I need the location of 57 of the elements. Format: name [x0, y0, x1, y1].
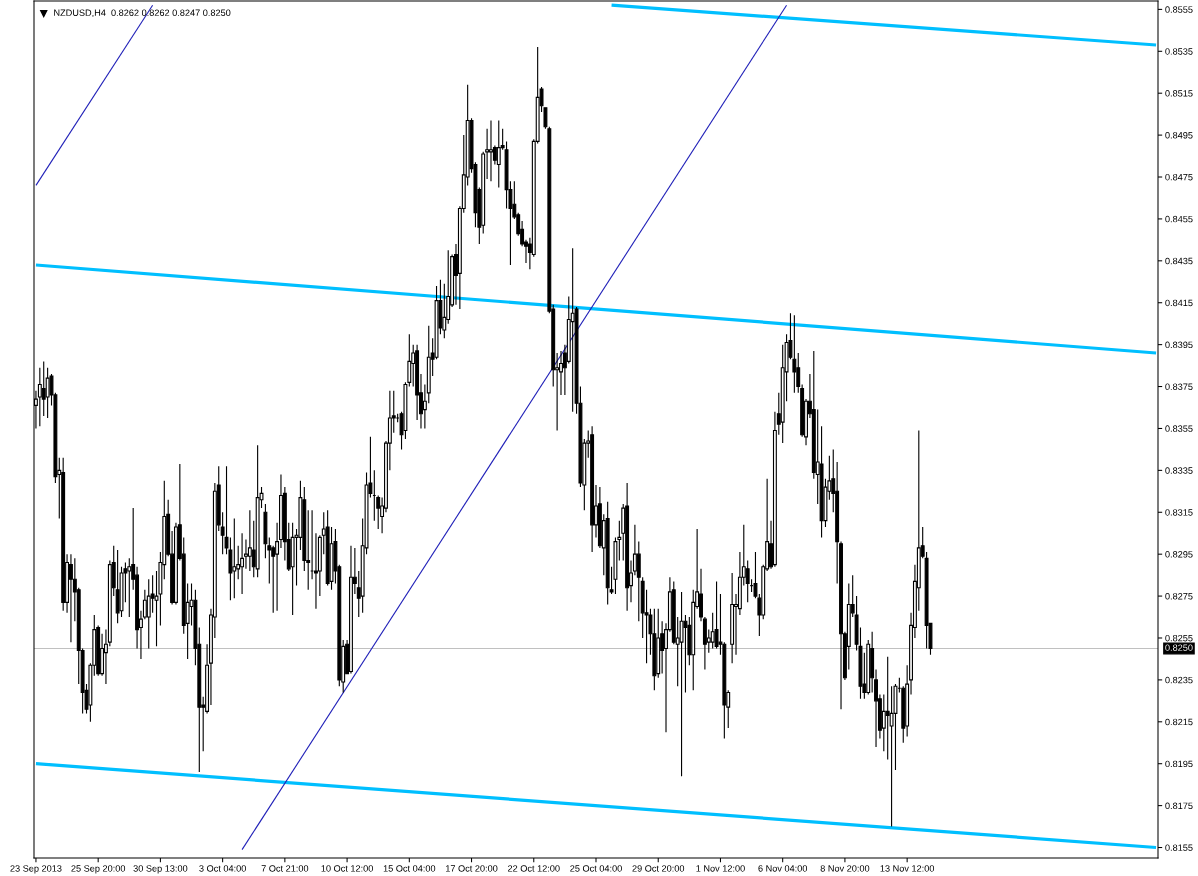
x-tick-label: 30 Sep 13:00 — [133, 865, 188, 874]
x-tick-label: 6 Nov 04:00 — [758, 865, 808, 872]
y-tick-label: 0.8435 — [1165, 257, 1193, 265]
x-tick-label: 17 Oct 20:00 — [446, 865, 498, 872]
y-tick-label: 0.8315 — [1165, 509, 1193, 516]
x-tick-label: 25 Oct 04:00 — [570, 865, 622, 872]
y-tick-label: 0.8215 — [1165, 718, 1193, 726]
candlestick — [115, 549, 120, 624]
y-tick-label: 0.8255 — [1165, 634, 1193, 642]
candlestick — [68, 553, 73, 643]
y-tick-label: 0.8375 — [1165, 383, 1193, 390]
y-tick-label: 0.8395 — [1165, 341, 1193, 349]
x-tick-label: 7 Oct 21:00 — [261, 865, 309, 872]
x-tick-label: 22 Oct 12:00 — [507, 865, 560, 872]
candlestick — [146, 578, 151, 650]
x-tick-label: 15 Oct 04:00 — [383, 865, 436, 872]
x-tick-label: 23 Sep 2013 — [10, 865, 62, 874]
candlestick — [605, 501, 610, 606]
y-tick-label: 0.8475 — [1165, 173, 1193, 181]
y-tick-label: 0.8515 — [1165, 90, 1193, 97]
candlestick — [290, 522, 295, 616]
y-tick-label: 0.8355 — [1165, 425, 1193, 432]
candlestick — [489, 119, 493, 182]
candlestick — [349, 545, 353, 675]
y-tick-label: 0.8295 — [1165, 551, 1193, 558]
y-tick-label: 0.8275 — [1165, 593, 1193, 600]
y-tick-label: 0.8175 — [1165, 802, 1193, 810]
y-tick-label: 0.8415 — [1165, 299, 1193, 307]
candlestick — [240, 532, 245, 595]
candlestick — [652, 608, 657, 691]
candlestick — [570, 247, 575, 413]
x-tick-label: 13 Nov 12:00 — [880, 865, 935, 872]
y-tick-label: 0.8535 — [1165, 48, 1193, 55]
candlestick — [255, 444, 260, 578]
y-tick-label: 0.8455 — [1165, 215, 1193, 223]
candlestick — [61, 457, 66, 612]
y-tick-label: 0.8155 — [1165, 844, 1193, 851]
y-tick-label: 0.8495 — [1165, 132, 1193, 139]
candlestick — [679, 591, 684, 777]
candlestick — [496, 119, 501, 189]
y-tick-label: 0.8335 — [1165, 467, 1193, 474]
x-tick-label: 25 Sep 20:00 — [71, 865, 126, 874]
candlestick — [232, 517, 237, 599]
candlestick — [590, 425, 595, 553]
y-tick-label: 0.8555 — [1165, 6, 1193, 13]
x-tick-label: 1 Nov 12:00 — [696, 865, 745, 872]
candlestick — [730, 572, 735, 664]
x-tick-label: 3 Oct 04:00 — [199, 865, 246, 872]
x-tick-label: 10 Oct 12:00 — [321, 865, 373, 872]
x-tick-label: 29 Oct 20:00 — [632, 865, 685, 872]
candlestick — [325, 509, 330, 587]
candlestick — [625, 482, 630, 612]
candlestick — [792, 314, 797, 394]
y-tick-label: 0.8195 — [1165, 760, 1193, 768]
y-tick-label: 0.8235 — [1165, 676, 1193, 684]
x-tick-label: 8 Nov 20:00 — [820, 865, 870, 872]
ref-line-label: 0.8250 — [1165, 644, 1193, 651]
